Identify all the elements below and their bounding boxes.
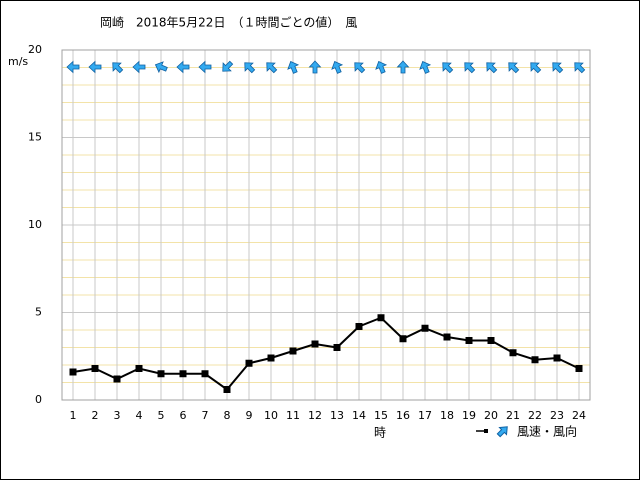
- direction-arrow: [287, 60, 300, 74]
- x-tick-label: 1: [70, 409, 77, 422]
- direction-arrow: [419, 60, 432, 74]
- direction-arrow: [331, 60, 344, 74]
- x-tick-label: 18: [440, 409, 454, 422]
- speed-marker: [333, 344, 341, 351]
- x-tick-label: 23: [550, 409, 564, 422]
- direction-arrow: [442, 62, 454, 74]
- x-tick-label: 21: [506, 409, 520, 422]
- x-tick-label: 9: [246, 409, 253, 422]
- direction-arrow: [508, 62, 520, 74]
- direction-arrow: [308, 60, 322, 74]
- y-tick-label: 0: [35, 393, 42, 406]
- direction-arrow: [244, 62, 256, 74]
- x-tick-label: 10: [264, 409, 278, 422]
- speed-marker: [179, 370, 187, 378]
- speed-marker: [487, 337, 495, 344]
- x-tick-label: 16: [396, 409, 410, 422]
- speed-marker: [575, 365, 583, 372]
- chart-title: 岡崎 2018年5月22日 （１時間ごとの値） 風: [100, 15, 357, 30]
- speed-line: [72, 316, 580, 391]
- x-tick-label: 24: [572, 409, 586, 422]
- x-tick-label: 6: [180, 409, 187, 422]
- x-tick-label: 13: [330, 409, 344, 422]
- x-axis-label: 時: [374, 426, 386, 440]
- direction-arrow: [112, 62, 124, 74]
- y-tick-label: 10: [28, 218, 42, 231]
- speed-marker: [377, 314, 385, 322]
- speed-marker: [531, 356, 539, 364]
- direction-arrow: [176, 60, 190, 74]
- direction-arrow: [132, 60, 146, 74]
- direction-arrow: [266, 62, 278, 74]
- direction-arrow: [222, 60, 234, 72]
- speed-marker: [91, 365, 99, 372]
- speed-marker: [245, 359, 253, 367]
- speed-marker: [113, 375, 121, 383]
- direction-arrow: [396, 60, 410, 74]
- direction-arrow: [574, 62, 586, 74]
- x-tick-label: 5: [158, 409, 165, 422]
- y-tick-label: 5: [35, 306, 42, 319]
- x-tick-label: 14: [352, 409, 366, 422]
- legend-label: 風速・風向: [517, 424, 577, 439]
- speed-marker: [201, 370, 209, 378]
- x-tick-label: 20: [484, 409, 498, 422]
- x-tick-label: 12: [308, 409, 322, 422]
- speed-marker: [509, 349, 517, 357]
- direction-arrow: [354, 62, 366, 74]
- direction-arrow: [66, 60, 80, 74]
- speed-marker: [157, 370, 165, 378]
- speed-marker: [69, 368, 77, 376]
- x-tick-label: 17: [418, 409, 432, 422]
- x-tick-label: 4: [136, 409, 143, 422]
- y-tick-label: 15: [28, 131, 42, 144]
- speed-marker: [465, 337, 473, 344]
- speed-marker: [135, 365, 143, 372]
- x-tick-label: 19: [462, 409, 476, 422]
- speed-marker: [267, 354, 275, 362]
- speed-marker: [443, 333, 451, 341]
- direction-arrow: [464, 62, 476, 74]
- speed-marker: [311, 340, 319, 348]
- speed-marker: [553, 354, 561, 362]
- speed-marker: [399, 335, 407, 343]
- x-tick-label: 22: [528, 409, 542, 422]
- speed-marker: [355, 323, 363, 330]
- direction-arrow: [198, 60, 212, 74]
- direction-arrow: [88, 60, 102, 74]
- y-tick-label: 20: [28, 43, 42, 56]
- x-tick-label: 7: [202, 409, 209, 422]
- speed-marker: [223, 386, 231, 393]
- x-tick-label: 11: [286, 409, 300, 422]
- y-axis-label: m/s: [8, 55, 28, 68]
- speed-marker: [421, 324, 429, 332]
- direction-arrow: [375, 60, 388, 74]
- direction-arrow: [486, 62, 498, 74]
- legend-arrow: [496, 426, 508, 438]
- plot-border: [61, 49, 591, 401]
- speed-marker: [289, 347, 297, 355]
- x-tick-label: 2: [92, 409, 99, 422]
- legend-marker: [484, 429, 488, 433]
- legend: 風速・風向: [476, 424, 577, 439]
- direction-arrow: [530, 62, 542, 74]
- direction-arrow: [154, 61, 168, 74]
- x-tick-label: 15: [374, 409, 388, 422]
- x-tick-label: 8: [224, 409, 231, 422]
- x-tick-label: 3: [114, 409, 121, 422]
- direction-arrow: [552, 62, 564, 74]
